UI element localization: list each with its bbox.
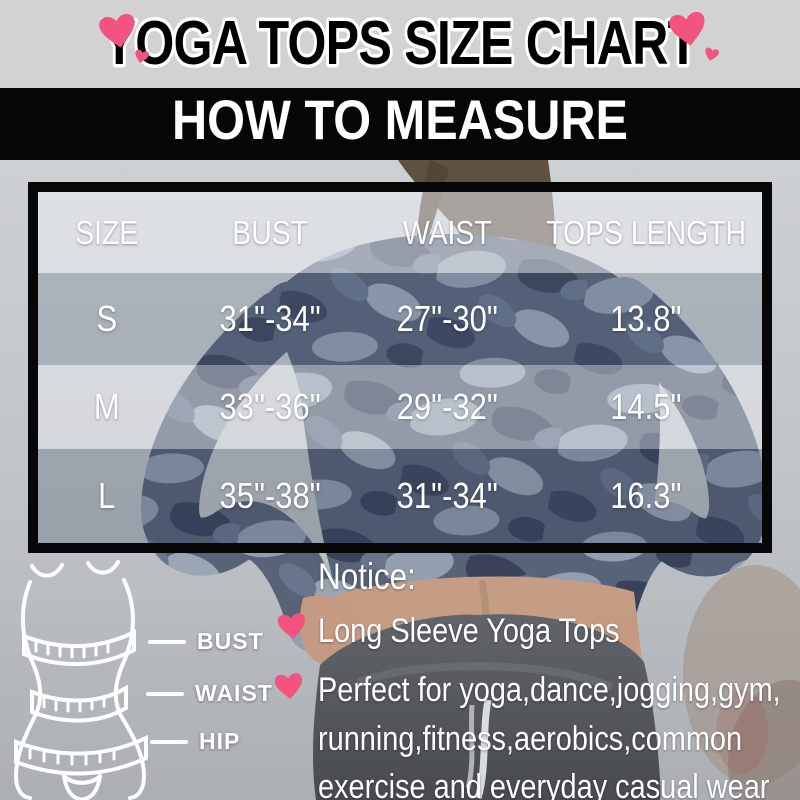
cell-size: L xyxy=(98,475,116,516)
column-header-bust: BUST xyxy=(231,213,308,251)
hip-label: HIP xyxy=(150,728,240,755)
cell-bust: 35"-38" xyxy=(219,475,321,516)
shoulder-arc xyxy=(30,563,64,578)
bust-label-text: BUST xyxy=(197,628,264,654)
heart-bullet-icon xyxy=(274,673,303,699)
background-blur xyxy=(728,680,800,800)
cell-waist: 31"-34" xyxy=(396,475,498,516)
briefs-waistline xyxy=(62,774,102,785)
bust-tape-ticks xyxy=(34,641,110,659)
hearts-icon xyxy=(666,7,722,65)
bust-tape xyxy=(22,628,136,667)
pointer-line xyxy=(146,691,184,696)
column-header-tops-length: TOPS LENGTH xyxy=(546,213,747,251)
table-header-row: SIZE BUST WAIST TOPS LENGTH xyxy=(38,192,762,273)
page-title: YOGA TOPS SIZE CHART xyxy=(103,9,699,78)
heart-icon xyxy=(705,47,719,61)
cell-tops-length: 13.8" xyxy=(610,298,682,339)
waist-tape xyxy=(30,684,128,723)
body-measurement-diagram xyxy=(13,560,148,800)
cell-tops-length: 16.3" xyxy=(610,475,682,516)
cell-tops-length: 14.5" xyxy=(610,386,682,427)
cell-bust: 33"-36" xyxy=(219,386,321,427)
hearts-icon xyxy=(96,9,152,67)
notice-section: Notice: Long Sleeve Yoga Tops Perfect fo… xyxy=(318,556,796,800)
column-header-size: SIZE xyxy=(75,213,139,251)
hip-tape-ticks xyxy=(28,748,116,766)
bust-label: BUST xyxy=(148,628,264,655)
column-header-waist: WAIST xyxy=(402,213,492,251)
heart-icon xyxy=(135,49,149,63)
notice-item: Perfect for yoga,dance,jogging,gym, runn… xyxy=(318,671,781,800)
how-to-measure-bar: HOW TO MEASURE xyxy=(0,88,800,160)
notice-heading: Notice: xyxy=(318,556,416,597)
pointer-line xyxy=(148,639,186,644)
table-row-s: S 31"-34" 27"-30" 13.8" xyxy=(38,273,762,365)
heart-icon xyxy=(669,11,705,46)
background-blur xyxy=(716,690,768,774)
briefs-left xyxy=(62,774,82,800)
hip-tape xyxy=(14,734,148,776)
table-row-l: L 35"-38" 31"-34" 16.3" xyxy=(38,449,762,543)
waist-tape-ticks xyxy=(42,696,106,713)
shoulder-arc xyxy=(86,560,120,575)
title-band: YOGA TOPS SIZE CHART xyxy=(0,0,800,88)
how-to-measure-svg: HOW TO MEASURE xyxy=(172,88,628,151)
drawstring xyxy=(474,699,492,800)
cell-waist: 27"-30" xyxy=(396,298,498,339)
cell-size: S xyxy=(96,298,118,339)
camo-top xyxy=(262,234,661,596)
hip-label-text: HIP xyxy=(199,728,241,754)
waist-label-text: WAIST xyxy=(195,680,273,706)
briefs-right xyxy=(82,774,102,800)
notice-item: Long Sleeve Yoga Tops xyxy=(318,612,620,650)
heart-icon xyxy=(99,13,135,48)
cell-bust: 31"-34" xyxy=(219,298,321,339)
title-svg: YOGA TOPS SIZE CHART xyxy=(99,6,703,82)
how-to-measure-title: HOW TO MEASURE xyxy=(172,88,628,151)
table-row-m: M 33"-36" 29"-32" 14.5" xyxy=(38,365,762,449)
heart-bullet-icon xyxy=(277,613,306,639)
cell-waist: 29"-32" xyxy=(396,386,498,427)
cell-size: M xyxy=(93,386,120,427)
waist-label: WAIST xyxy=(146,680,273,707)
drawstring xyxy=(465,704,475,789)
size-chart-table: SIZE BUST WAIST TOPS LENGTH S 31"-34" 27… xyxy=(28,182,772,553)
pointer-line xyxy=(150,739,188,744)
waistband xyxy=(356,662,614,691)
